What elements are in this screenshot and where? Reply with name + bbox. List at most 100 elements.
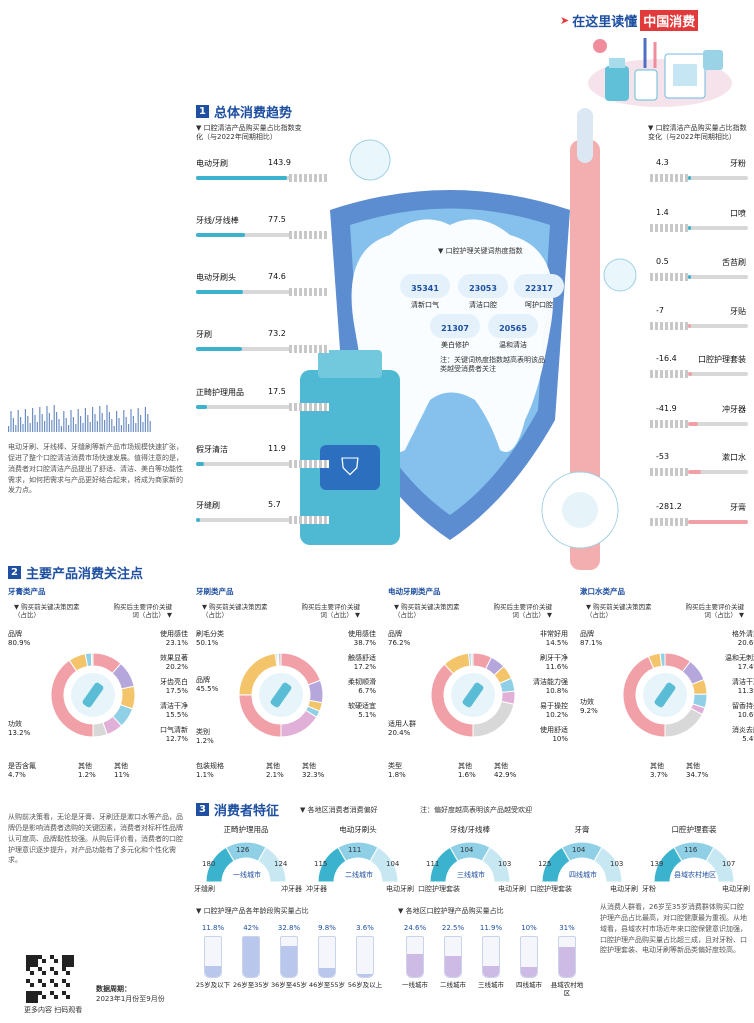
- post-slice-name: 柔韧顺滑: [348, 678, 376, 686]
- post-label: 其他 32.3%: [302, 762, 354, 780]
- decor-bar: [108, 412, 110, 432]
- pre-label: 包装规格 1.1%: [196, 762, 248, 780]
- post-slice-name: 刷牙干净: [540, 654, 568, 662]
- tube-label: 46岁至55岁: [308, 981, 346, 989]
- bar-fill: [196, 347, 243, 351]
- tube-value: 22.5%: [441, 924, 465, 932]
- decor-bar: [29, 423, 31, 432]
- post-slice-value: 20.6%: [737, 638, 754, 647]
- qr-module: [50, 979, 54, 983]
- tube-label: 三线城市: [478, 981, 504, 989]
- post-label: 温和无刺激17.4%: [708, 654, 754, 672]
- decor-bar: [142, 422, 144, 432]
- pre-label: 品牌 45.5%: [196, 676, 248, 694]
- bristle: [650, 224, 690, 232]
- qr-module: [34, 955, 38, 959]
- bristle: [650, 468, 690, 476]
- qr-module: [62, 959, 66, 963]
- gauge-right-label: 电动牙刷: [386, 885, 414, 893]
- region-share-title: ▼ 各地区口腔护理产品购买量占比: [398, 907, 504, 915]
- bar-fill: [196, 233, 246, 237]
- post-label: 清洁干净 15.5%: [136, 702, 188, 720]
- post-slice-name: 其他: [494, 762, 508, 770]
- tube: [356, 936, 374, 978]
- decor-bar: [101, 413, 103, 432]
- tube: [406, 936, 424, 978]
- bar-track: [688, 470, 748, 474]
- pre-slice-value: 50.1%: [196, 638, 219, 647]
- region-share-title-text: 各地区口腔护理产品购买量占比: [405, 907, 504, 915]
- decor-bar: [113, 426, 115, 432]
- bristle: [650, 420, 690, 428]
- pre-label: 其他 3.7%: [650, 762, 702, 780]
- bar-track: [688, 372, 748, 376]
- decor-bar: [36, 422, 38, 432]
- pre-slice-value: 13.2%: [8, 728, 31, 737]
- bar-track: [196, 347, 291, 351]
- pre-slice-name: 其他: [78, 762, 92, 770]
- qr-module: [30, 963, 34, 967]
- gauge-title: 电动牙刷头: [339, 825, 377, 834]
- qr-module: [70, 955, 74, 959]
- gauge-segment: [257, 846, 287, 883]
- bar-track: [688, 275, 748, 279]
- decor-bar: [10, 411, 12, 432]
- gauge-svg: [205, 841, 287, 883]
- pre-label: 其他 1.6%: [458, 762, 510, 780]
- qr-module: [26, 979, 30, 983]
- pre-label: 品牌 76.2%: [388, 630, 440, 648]
- gauge-center-label: 三线城市: [457, 871, 485, 879]
- bar-track: [196, 462, 291, 466]
- section2-title: 2 主要产品消费关注点: [8, 563, 143, 582]
- qr-code[interactable]: [26, 955, 74, 1003]
- bar-track: [196, 405, 291, 409]
- gauge-title: 正畸护理用品: [223, 825, 269, 834]
- tube-fill: [407, 953, 423, 977]
- qr-module: [50, 967, 54, 971]
- pre-slice-value: 1.2%: [78, 770, 96, 779]
- post-slice-value: 11%: [114, 770, 130, 779]
- decor-bar: [144, 407, 146, 432]
- bar-fill: [688, 324, 691, 328]
- decor-bar: [77, 409, 79, 432]
- tube-label: 26岁至35岁: [232, 981, 270, 989]
- pre-slice-name: 其他: [650, 762, 664, 770]
- svg-text:⛉: ⛉: [341, 453, 359, 481]
- gauge-top-value: 104: [572, 846, 586, 854]
- pre-header: ▼ 购买前关键决策因素（占比）: [202, 603, 268, 620]
- right-index-note-text: 口腔清洁产品购买量占比指数变化（与2022年同期相比）: [648, 124, 747, 142]
- qr-module: [66, 971, 70, 975]
- post-slice-name: 其他: [686, 762, 700, 770]
- gauge-top-value: 111: [348, 846, 362, 854]
- left-index-bar: [196, 288, 331, 296]
- gauge-center-label: 县域农村地区: [674, 871, 716, 879]
- pre-label: 其他 1.2%: [78, 762, 130, 780]
- bar-track: [196, 518, 291, 522]
- right-index-label: 口喷: [730, 209, 746, 218]
- tube-label: 二线城市: [440, 981, 466, 989]
- post-slice-value: 10.6%: [737, 710, 754, 719]
- gauge-right-value: 107: [722, 860, 736, 868]
- post-label: 使用感佳 23.1%: [136, 630, 188, 648]
- keyword-heat-grid: 35341 清新口气 23053 清洁口腔 22317 呵护口腔 21307 美白修护 2056…: [390, 262, 570, 362]
- keyword-heat-title: ▼ 口腔护理关键词热度指数: [438, 247, 523, 255]
- post-slice: [307, 679, 324, 704]
- right-index-value: -281.2: [656, 502, 682, 511]
- left-index-label: 牙缝刷: [196, 501, 220, 510]
- tube-label: 25岁及以下: [195, 981, 231, 989]
- section3-num: 3: [196, 803, 209, 816]
- pre-label: 类型 1.8%: [388, 762, 440, 780]
- post-slice-value: 17.4%: [737, 662, 754, 671]
- bristle: [289, 231, 329, 239]
- pre-slice-name: 品牌: [8, 630, 22, 638]
- gauge-title: 口腔护理套装: [671, 825, 717, 834]
- pre-slice-value: 20.4%: [388, 728, 411, 737]
- gauge-right-value: 103: [610, 860, 624, 868]
- decor-bar: [65, 418, 67, 432]
- decor-bar: [84, 408, 86, 432]
- decor-bar: [111, 419, 113, 432]
- pre-slice-name: 其他: [266, 762, 280, 770]
- decor-bar: [70, 410, 72, 432]
- left-index-label: 电动牙刷头: [196, 273, 236, 282]
- post-slice-name: 使用感佳: [160, 630, 188, 638]
